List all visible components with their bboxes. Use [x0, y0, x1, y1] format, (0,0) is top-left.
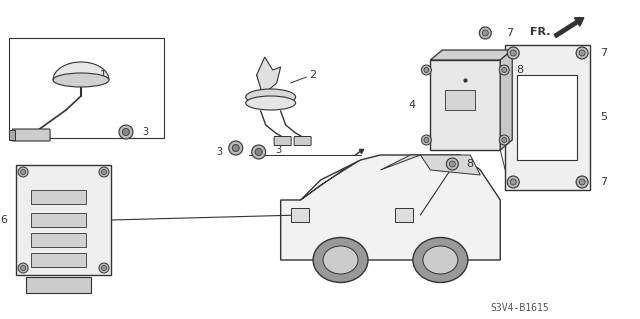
Bar [16, 165, 111, 275]
Ellipse shape [102, 169, 106, 174]
Text: 7: 7 [600, 48, 607, 58]
Bar [31, 190, 86, 204]
Text: 7: 7 [600, 177, 607, 187]
Text: S3V4-B1615: S3V4-B1615 [491, 303, 550, 313]
Ellipse shape [119, 125, 133, 139]
Text: 7: 7 [506, 28, 513, 38]
Ellipse shape [20, 265, 26, 271]
Ellipse shape [99, 263, 109, 273]
Polygon shape [380, 155, 420, 170]
Ellipse shape [18, 263, 28, 273]
Ellipse shape [102, 265, 106, 271]
Ellipse shape [510, 50, 516, 56]
Bar [31, 233, 86, 247]
Ellipse shape [579, 179, 585, 185]
Ellipse shape [502, 137, 507, 143]
Ellipse shape [576, 47, 588, 59]
Ellipse shape [53, 73, 109, 87]
Bar [9, 130, 15, 140]
Bar [430, 60, 500, 150]
Ellipse shape [421, 65, 431, 75]
Ellipse shape [579, 50, 585, 56]
Ellipse shape [499, 65, 509, 75]
Text: 4: 4 [409, 100, 416, 110]
Ellipse shape [479, 27, 492, 39]
Ellipse shape [99, 167, 109, 177]
Bar [31, 253, 86, 267]
Ellipse shape [508, 176, 519, 188]
Text: 3: 3 [142, 127, 148, 137]
FancyBboxPatch shape [12, 129, 50, 141]
Polygon shape [430, 50, 512, 60]
Polygon shape [257, 57, 281, 95]
Ellipse shape [499, 135, 509, 145]
Ellipse shape [255, 149, 262, 155]
Ellipse shape [502, 68, 507, 72]
Ellipse shape [313, 238, 368, 283]
Text: 8: 8 [467, 159, 474, 169]
Text: 3: 3 [276, 145, 282, 155]
FancyArrow shape [554, 18, 584, 37]
Ellipse shape [246, 96, 296, 110]
Ellipse shape [20, 169, 26, 174]
Ellipse shape [421, 135, 431, 145]
Text: 3: 3 [217, 147, 223, 157]
Ellipse shape [423, 246, 458, 274]
Bar [505, 45, 590, 190]
Bar [9, 38, 164, 138]
Ellipse shape [576, 176, 588, 188]
Bar [445, 90, 476, 110]
Text: 8: 8 [516, 65, 524, 75]
Ellipse shape [228, 141, 243, 155]
Text: 1: 1 [99, 70, 106, 80]
Bar [396, 208, 413, 222]
Polygon shape [420, 155, 480, 175]
Ellipse shape [446, 158, 458, 170]
Ellipse shape [323, 246, 358, 274]
Text: FR.: FR. [530, 27, 550, 37]
Polygon shape [500, 50, 512, 150]
Text: 6: 6 [1, 215, 8, 225]
Ellipse shape [122, 129, 129, 136]
Text: 5: 5 [600, 112, 607, 122]
Ellipse shape [424, 68, 429, 72]
Bar [26, 277, 91, 293]
Ellipse shape [449, 161, 455, 167]
Ellipse shape [246, 89, 296, 105]
Ellipse shape [252, 145, 266, 159]
Ellipse shape [413, 238, 468, 283]
Ellipse shape [508, 47, 519, 59]
Bar [291, 208, 308, 222]
FancyBboxPatch shape [294, 137, 311, 145]
Polygon shape [53, 62, 109, 80]
Polygon shape [301, 160, 360, 200]
Ellipse shape [18, 167, 28, 177]
Bar [31, 213, 86, 227]
Polygon shape [281, 155, 500, 260]
Ellipse shape [424, 137, 429, 143]
FancyBboxPatch shape [274, 137, 291, 145]
Ellipse shape [232, 145, 239, 152]
Bar [517, 75, 577, 160]
Text: 2: 2 [309, 70, 316, 80]
Ellipse shape [510, 179, 516, 185]
Ellipse shape [483, 30, 488, 36]
